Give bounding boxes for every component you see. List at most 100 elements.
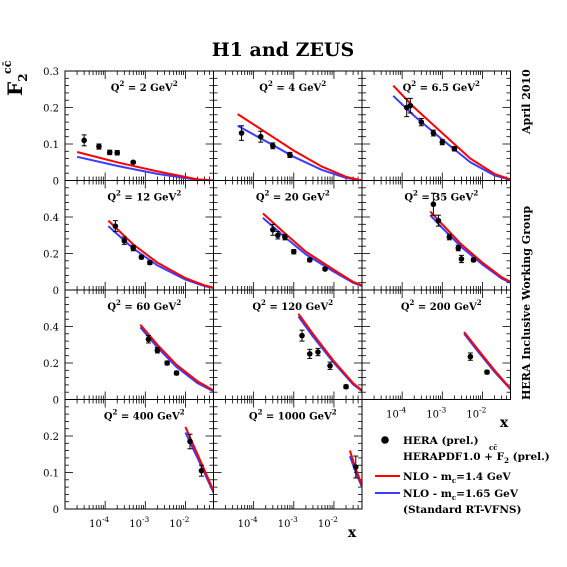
q2-label-part: 2 xyxy=(261,298,266,307)
q2-label-part: 2 xyxy=(328,298,333,307)
panel-frame xyxy=(213,399,363,510)
theory-curve-nlo14 xyxy=(429,210,511,283)
y-tick-label: 0 xyxy=(53,505,59,516)
data-point xyxy=(287,152,293,158)
x-tick-label-exp: -3 xyxy=(291,515,299,524)
q2-label-part: 2 xyxy=(176,189,181,198)
data-point xyxy=(145,336,152,343)
q2-label-part: = 20 GeV xyxy=(269,193,325,204)
data-point xyxy=(455,245,462,251)
q2-label-part: = 400 GeV xyxy=(117,412,180,423)
q2-label-part: Q xyxy=(104,412,113,423)
x-tick-label-exp: -3 xyxy=(439,406,447,415)
legend-fit-sub: 2 xyxy=(504,456,509,465)
q2-label-part: Q xyxy=(404,193,413,204)
panel-q2-6.5: Q2 = 6.5 GeV2 xyxy=(361,70,511,181)
data-point xyxy=(418,119,425,125)
y-tick-label: 0.4 xyxy=(43,213,59,224)
panel-q2-1000: Q2 = 1000 GeV2 xyxy=(213,399,363,510)
data-point xyxy=(130,159,137,166)
y-tick-label: 0.1 xyxy=(43,469,59,480)
q2-label: Q2 = 6.5 GeV2 xyxy=(403,79,480,94)
data-point xyxy=(407,102,414,109)
data-point xyxy=(173,370,180,376)
x-tick-label: 10-3 xyxy=(129,515,149,530)
q2-label-part: 2 xyxy=(268,79,273,88)
y-tick-label: 0.2 xyxy=(43,359,59,370)
q2-label-part: = 1000 GeV xyxy=(262,412,332,423)
legend-data-label: HERA (prel.) xyxy=(403,435,479,447)
data-point xyxy=(467,353,474,360)
panel-q2-2: 00.10.20.3Q2 = 2 GeV2 xyxy=(43,67,214,188)
q2-label: Q2 = 60 GeV2 xyxy=(107,298,181,313)
q2-label-part: 2 xyxy=(321,79,326,88)
q2-label-part: 2 xyxy=(473,189,478,198)
data-point xyxy=(484,369,490,375)
data-point xyxy=(439,139,446,145)
q2-label: Q2 = 2 GeV2 xyxy=(111,79,178,94)
q2-label: Q2 = 120 GeV2 xyxy=(252,298,333,313)
q2-label-part: 2 xyxy=(477,298,482,307)
legend-fit-sup: cc̄ xyxy=(489,443,498,452)
q2-label-part: Q xyxy=(252,302,261,313)
data-point xyxy=(198,467,205,474)
legend-nlo14-sub: c xyxy=(452,476,456,485)
y-tick-label: 0 xyxy=(53,396,59,407)
legend-fit-suffix: (prel.) xyxy=(513,451,550,463)
data-point xyxy=(164,360,170,366)
x-tick-label: 10-4 xyxy=(238,515,258,530)
q2-label: Q2 = 12 GeV2 xyxy=(107,189,181,204)
y-tick-label: 0.2 xyxy=(43,250,59,261)
legend-nlo165-label: NLO - mc=1.65 GeV xyxy=(403,488,519,502)
data-point xyxy=(121,237,128,244)
panel-q2-35: Q2 = 35 GeV2 xyxy=(361,180,511,291)
q2-label-part: 2 xyxy=(180,408,185,417)
legend-note: (Standard RT-VFNS) xyxy=(403,504,521,516)
y-axis-title-sub: 2 xyxy=(16,73,30,81)
data-point xyxy=(270,143,276,149)
y-tick-label: 0.4 xyxy=(43,323,59,334)
x-tick-label-exp: -2 xyxy=(182,515,190,524)
q2-label-part: Q xyxy=(111,83,120,94)
q2-label: Q2 = 20 GeV2 xyxy=(256,189,330,204)
q2-label-part: 2 xyxy=(325,189,330,198)
y-tick-label: 0.2 xyxy=(43,104,59,115)
q2-label-part: 2 xyxy=(176,298,181,307)
q2-label-part: = 60 GeV xyxy=(121,302,177,313)
y-tick-label: 0 xyxy=(53,177,59,188)
data-point xyxy=(435,217,442,224)
legend-data-marker xyxy=(381,436,389,444)
q2-label-part: Q xyxy=(249,412,258,423)
data-point xyxy=(275,232,281,239)
q2-label-part: = 2 GeV xyxy=(124,83,173,94)
theory-curve-nlo14 xyxy=(463,331,511,390)
theory-curve-nlo14 xyxy=(237,113,362,181)
data-point xyxy=(458,256,465,262)
q2-label: Q2 = 1000 GeV2 xyxy=(249,408,337,423)
panel-q2-200: Q2 = 200 GeV2 xyxy=(361,289,511,400)
panel-frame xyxy=(361,289,511,400)
side-label-group: HERA Inclusive Working Group xyxy=(520,206,533,400)
data-point xyxy=(470,257,477,263)
x-tick-label-exp: -2 xyxy=(331,515,339,524)
x-tick-label-exp: -4 xyxy=(399,406,407,415)
q2-label-part: Q xyxy=(256,193,265,204)
q2-label-part: = 200 GeV xyxy=(414,302,477,313)
legend-nlo14-text: NLO - m xyxy=(403,471,452,483)
x-tick-labels-col-2: 10-4 10-3 10-2 xyxy=(386,406,487,421)
q2-label-part: 2 xyxy=(475,79,480,88)
panels-area: 00.10.20.3Q2 = 2 GeV2 Q2 = 4 GeV2 Q2 = 6.5… xyxy=(43,67,511,541)
x-axis-title-right: x xyxy=(500,415,509,431)
x-axis-title: x xyxy=(348,525,357,541)
q2-label-part: = 120 GeV xyxy=(266,302,329,313)
theory-curve-nlo14 xyxy=(184,426,214,492)
q2-label-part: 2 xyxy=(173,79,178,88)
panel-q2-20: Q2 = 20 GeV2 xyxy=(213,180,363,291)
q2-label: Q2 = 35 GeV2 xyxy=(404,189,478,204)
q2-label-part: Q xyxy=(403,83,412,94)
y-tick-label: 0.2 xyxy=(43,432,59,443)
x-tick-label-exp: -4 xyxy=(250,515,258,524)
data-point xyxy=(327,362,333,369)
y-axis-title-sup: cc̄ xyxy=(1,60,14,74)
legend-nlo165-text: NLO - m xyxy=(403,488,452,500)
